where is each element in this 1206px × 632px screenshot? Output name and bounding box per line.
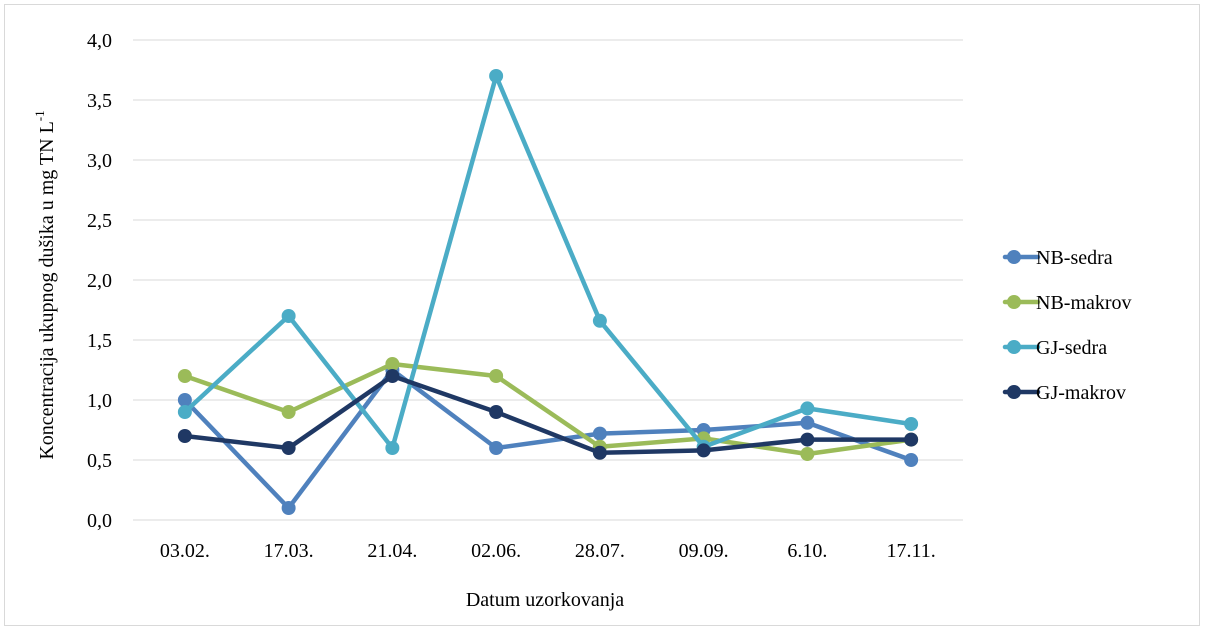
x-tick-label: 02.06.	[471, 540, 521, 562]
data-point	[177, 405, 192, 419]
series-NB-sedra	[177, 363, 919, 515]
data-point	[385, 369, 400, 383]
data-point	[177, 369, 192, 383]
legend-item: NB-makrov	[1002, 292, 1132, 314]
y-tick-label: 0,0	[87, 510, 112, 532]
x-tick-label: 6.10.	[787, 540, 827, 562]
series-GJ-sedra	[177, 69, 919, 455]
data-point	[281, 309, 296, 323]
data-point	[696, 443, 711, 458]
y-tick-label: 1,5	[87, 330, 112, 352]
x-tick-label: 17.03.	[264, 540, 314, 562]
series-line	[182, 73, 914, 451]
legend-label: NB-makrov	[1036, 292, 1132, 314]
x-tick-labels: 03.02. 17.03. 21.04. 02.06. 28.07. 09.09. 6.10…	[160, 540, 936, 562]
legend-swatch-marker	[1007, 340, 1021, 354]
data-point	[592, 426, 607, 441]
y-axis-title: Koncentracija ukupnog dušika u mg TN L-1	[32, 110, 58, 459]
data-point	[904, 432, 919, 447]
y-tick-labels: 0,0 0,5 1,0 1,5 2,0 2,5 3,0 3,5 4,0	[87, 30, 112, 532]
gridlines	[133, 39, 963, 521]
series-line	[182, 367, 914, 511]
data-point	[489, 405, 504, 419]
legend: NB-sedra NB-makrov GJ-sedra GJ-makrov	[1002, 247, 1132, 404]
series-line	[182, 361, 914, 457]
data-point	[281, 501, 296, 515]
legend-item: NB-sedra	[1002, 247, 1113, 269]
data-point	[904, 453, 919, 467]
x-tick-label: 09.09.	[679, 540, 729, 562]
data-point	[177, 429, 192, 443]
data-point	[592, 313, 607, 328]
y-tick-label: 1,0	[87, 390, 112, 412]
legend-swatch-marker	[1007, 295, 1021, 309]
series-layer	[177, 69, 919, 515]
data-point	[385, 441, 400, 455]
data-point	[800, 432, 815, 447]
data-point	[281, 441, 296, 455]
data-point	[177, 393, 192, 407]
legend-label: GJ-sedra	[1036, 337, 1107, 359]
legend-swatch-marker	[1007, 385, 1021, 399]
x-tick-label: 03.02.	[160, 540, 210, 562]
x-tick-label: 21.04.	[367, 540, 417, 562]
y-axis-title-superscript: -1	[32, 110, 47, 121]
x-tick-label: 17.11.	[886, 540, 935, 562]
y-tick-label: 2,5	[87, 210, 112, 232]
series-line	[182, 373, 914, 456]
legend-item: GJ-sedra	[1002, 337, 1107, 359]
y-tick-label: 2,0	[87, 270, 112, 292]
x-axis-title: Datum uzorkovanja	[466, 589, 624, 611]
data-point	[800, 415, 815, 430]
data-point	[281, 405, 296, 419]
data-point	[800, 447, 815, 461]
data-point	[904, 417, 919, 431]
y-tick-label: 3,0	[87, 150, 112, 172]
legend-swatch-marker	[1007, 250, 1021, 264]
y-tick-label: 4,0	[87, 30, 112, 52]
y-axis-title-main: Koncentracija ukupnog dušika u mg TN L	[36, 121, 58, 459]
legend-label: GJ-makrov	[1036, 382, 1126, 404]
data-point	[385, 357, 400, 371]
data-point	[800, 401, 815, 416]
x-tick-label: 28.07.	[575, 540, 625, 562]
data-point	[592, 445, 607, 460]
data-point	[489, 441, 504, 455]
legend-label: NB-sedra	[1036, 247, 1113, 269]
series-GJ-makrov	[177, 369, 919, 460]
data-point	[489, 369, 504, 383]
y-tick-label: 0,5	[87, 450, 112, 472]
legend-item: GJ-makrov	[1002, 382, 1126, 404]
y-tick-label: 3,5	[87, 90, 112, 112]
data-point	[489, 69, 504, 83]
